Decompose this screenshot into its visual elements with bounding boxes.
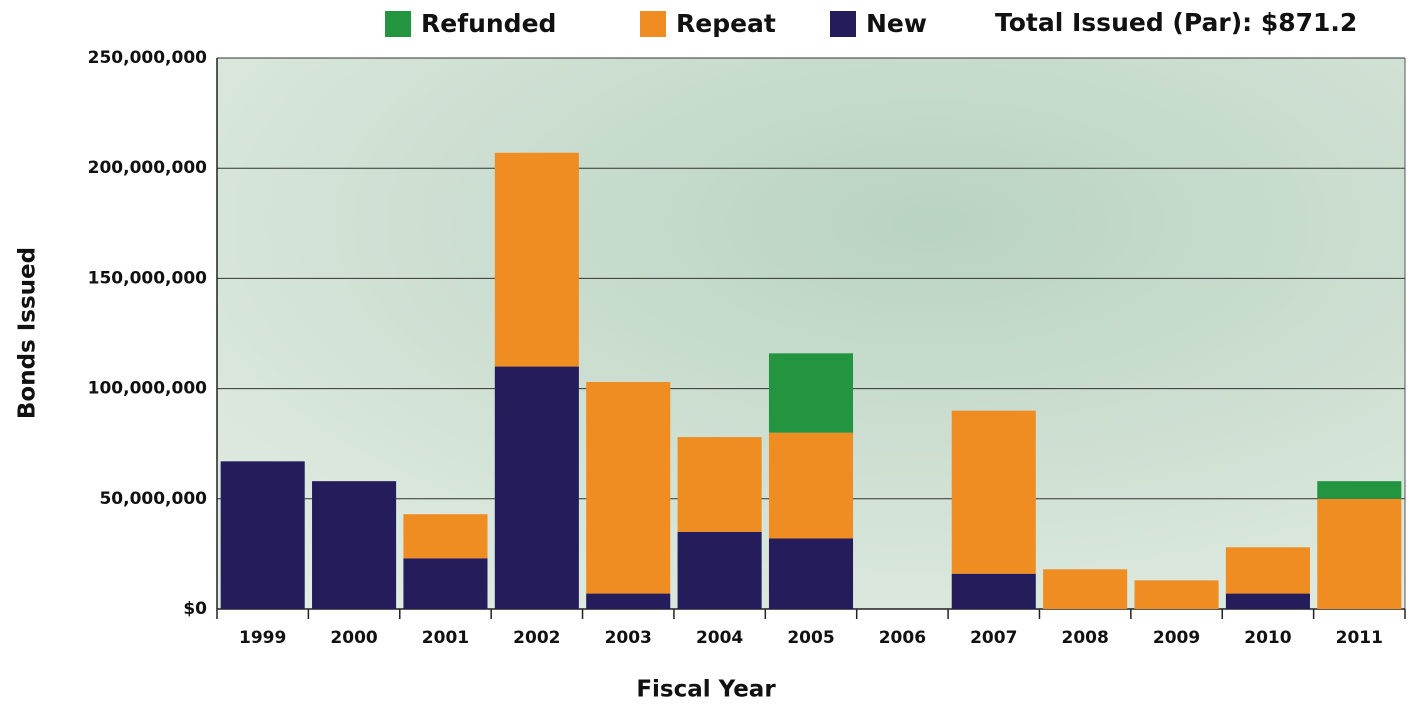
bar-segment <box>1043 569 1127 609</box>
bar-segment <box>769 433 853 539</box>
chart: Fiscal Year Bonds Issued Total Issued (P… <box>0 0 1413 706</box>
bar-segment <box>1317 481 1401 499</box>
bar-segment <box>769 538 853 609</box>
x-tick-label: 2010 <box>1244 628 1291 648</box>
bar-segment <box>678 532 762 609</box>
bar-segment <box>495 367 579 609</box>
annotation: Total Issued (Par): $871.2 <box>995 8 1357 37</box>
x-tick-label: 2000 <box>330 628 377 648</box>
x-tick-label: 2007 <box>970 628 1017 648</box>
y-tick-label: 250,000,000 <box>88 48 208 68</box>
bar-segment <box>312 481 396 609</box>
y-tick-label: 200,000,000 <box>88 158 208 178</box>
legend-label: New <box>866 9 927 38</box>
y-axis-title: Bonds Issued <box>15 247 41 419</box>
x-tick-label: 2004 <box>696 628 743 648</box>
x-tick-label: 2006 <box>879 628 926 648</box>
x-tick-label: 2002 <box>513 628 560 648</box>
x-tick-label: 2001 <box>422 628 469 648</box>
bar-segment <box>403 558 487 609</box>
legend-label: Refunded <box>421 9 556 38</box>
x-tick-label: 2008 <box>1061 628 1108 648</box>
bar-segment <box>1135 580 1219 609</box>
legend-swatch <box>830 11 856 37</box>
x-tick-label: 2003 <box>605 628 652 648</box>
x-axis-title: Fiscal Year <box>636 677 776 703</box>
y-tick-label: 50,000,000 <box>99 489 207 509</box>
y-tick-label: $0 <box>183 599 207 619</box>
y-tick-label: 150,000,000 <box>88 268 208 288</box>
bar-segment <box>221 461 305 609</box>
bar-segment <box>1226 547 1310 593</box>
bar-segment <box>952 574 1036 609</box>
legend-swatch <box>640 11 666 37</box>
bar-segment <box>952 411 1036 574</box>
bar-segment <box>1226 594 1310 609</box>
legend-label: Repeat <box>676 9 776 38</box>
bar-segment <box>586 382 670 594</box>
x-tick-label: 2009 <box>1153 628 1200 648</box>
bar-segment <box>495 153 579 367</box>
y-tick-label: 100,000,000 <box>88 379 208 399</box>
bar-segment <box>678 437 762 532</box>
x-tick-label: 2011 <box>1336 628 1383 648</box>
x-tick-label: 2005 <box>787 628 834 648</box>
legend-swatch <box>385 11 411 37</box>
bar-segment <box>403 514 487 558</box>
x-tick-label: 1999 <box>239 628 286 648</box>
bar-segment <box>586 594 670 609</box>
bar-segment <box>1317 499 1401 609</box>
bar-segment <box>769 353 853 432</box>
